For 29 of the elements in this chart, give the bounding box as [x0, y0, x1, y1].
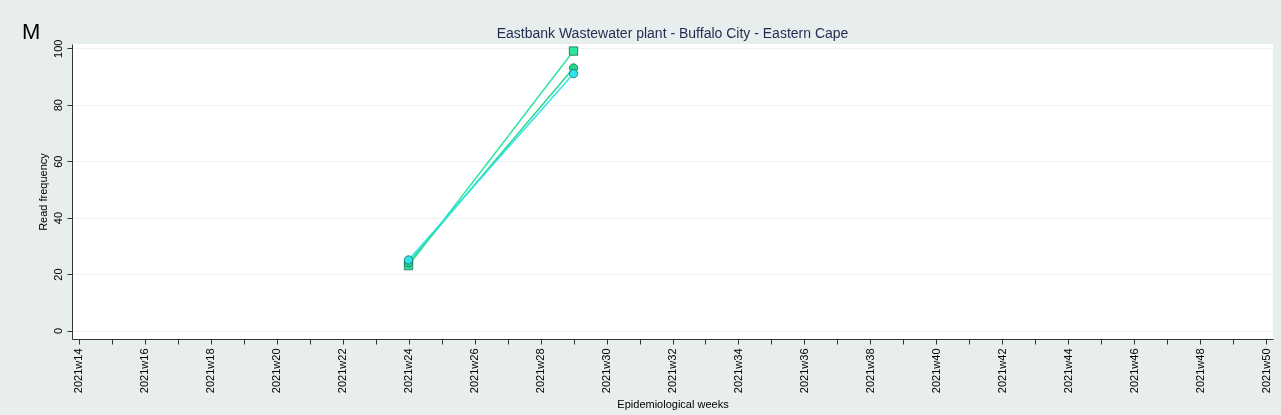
x-tick-label: 2021w46 — [1127, 348, 1140, 394]
x-tick-label: 2021w40 — [929, 348, 942, 394]
x-tick-label: 2021w26 — [468, 348, 481, 394]
y-tick-label: 60 — [51, 155, 64, 168]
chart-title: Eastbank Wastewater plant - Buffalo City - Eastern Cape — [496, 25, 849, 41]
y-tick-label: 40 — [51, 211, 64, 225]
x-tick-label: 2021w24 — [402, 348, 415, 394]
x-tick-label: 2021w38 — [863, 348, 876, 394]
y-tick-label: 100 — [51, 39, 64, 58]
x-tick-label: 2021w14 — [72, 348, 85, 394]
x-tick-label: 2021w34 — [731, 348, 744, 394]
x-axis-title: Epidemiological weeks — [617, 398, 730, 411]
text: M — [22, 19, 41, 44]
x-tick-label: 2021w50 — [1259, 348, 1272, 394]
x-tick-label: 2021w28 — [534, 348, 547, 394]
y-tick-label: 0 — [51, 327, 64, 335]
x-tick-label: 2021w44 — [1061, 348, 1074, 394]
x-tick-label: 2021w36 — [797, 348, 810, 394]
x-tick-label: 2021w42 — [995, 348, 1008, 394]
x-tick-label: 2021w30 — [600, 348, 613, 394]
x-tick-label: 2021w16 — [138, 348, 151, 394]
y-tick-label: 20 — [51, 268, 64, 281]
y-tick-label: 80 — [51, 99, 64, 112]
x-tick-label: 2021w18 — [204, 348, 217, 394]
x-tick-label: 2021w20 — [270, 348, 283, 394]
x-tick-label: 2021w22 — [336, 348, 349, 394]
x-tick-label: 2021w48 — [1193, 348, 1206, 394]
x-tick-label: 2021w32 — [666, 348, 678, 394]
y-axis-title: Read frequency — [36, 152, 49, 231]
